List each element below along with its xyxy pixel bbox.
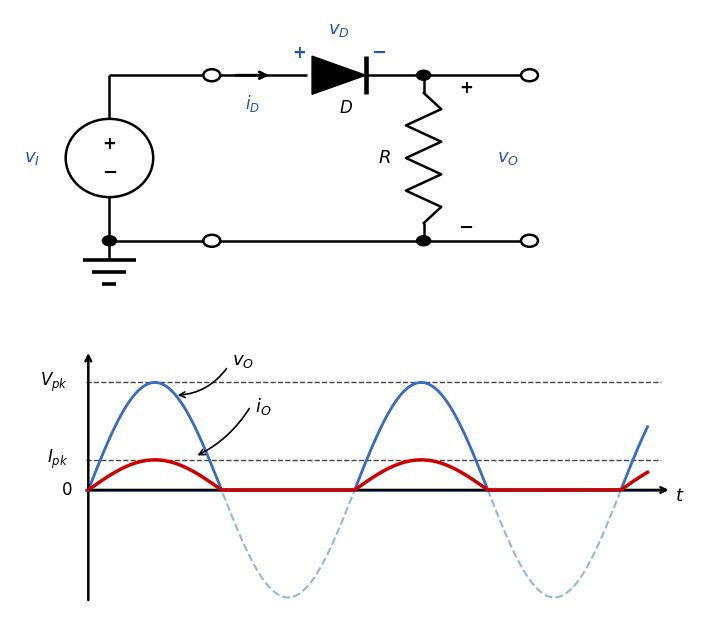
Circle shape	[417, 236, 431, 246]
Circle shape	[521, 234, 538, 247]
Text: −: −	[102, 164, 117, 182]
Text: +: +	[292, 44, 306, 61]
Circle shape	[203, 234, 220, 247]
Text: $R$: $R$	[378, 149, 391, 167]
Text: −: −	[371, 44, 386, 61]
Text: +: +	[102, 135, 116, 153]
Text: $i_D$: $i_D$	[245, 93, 261, 113]
Text: $i_O$: $i_O$	[255, 396, 271, 416]
Text: $I_{pk}$: $I_{pk}$	[47, 448, 68, 472]
Text: $v_O$: $v_O$	[497, 149, 520, 167]
Circle shape	[102, 236, 116, 246]
Text: +: +	[459, 79, 473, 97]
Circle shape	[417, 70, 431, 80]
Circle shape	[521, 69, 538, 82]
Text: $D$: $D$	[339, 99, 353, 117]
Text: −: −	[458, 219, 474, 237]
Polygon shape	[312, 56, 366, 94]
Text: $v_O$: $v_O$	[232, 352, 254, 370]
Text: $t$: $t$	[675, 487, 684, 505]
Text: $v_I$: $v_I$	[24, 149, 40, 167]
Text: $V_{pk}$: $V_{pk}$	[40, 371, 68, 394]
Text: $0$: $0$	[61, 481, 72, 499]
Circle shape	[203, 69, 220, 82]
Text: $v_D$: $v_D$	[328, 21, 349, 39]
